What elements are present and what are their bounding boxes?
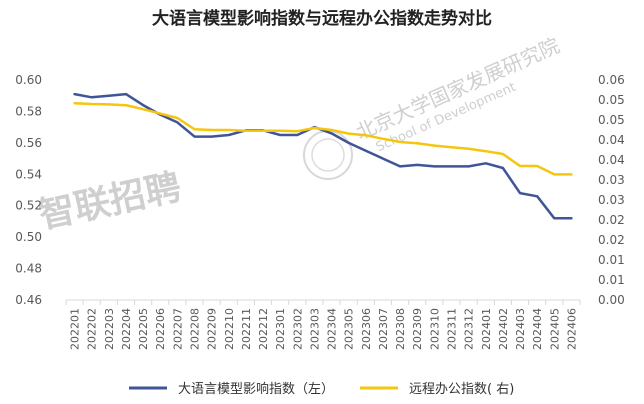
y-left-tick-label: 0.58	[15, 104, 42, 118]
x-axis: 202201 202202 202203 202204 202205 202206 2022…	[65, 299, 581, 350]
x-tick-label: 202310	[428, 308, 441, 350]
x-tick-label: 202303	[308, 308, 321, 350]
x-tick-label: 202307	[377, 308, 390, 350]
y-left-tick-label: 0.60	[15, 73, 42, 87]
x-tick-label: 202304	[326, 308, 339, 350]
x-tick-label: 202209	[206, 308, 219, 350]
x-tick-label: 202306	[360, 308, 373, 350]
watermark-pku-cn: 北京大学国家发展研究院	[352, 33, 563, 144]
x-tick-label: 202401	[480, 308, 493, 350]
x-tick-label: 202312	[463, 308, 476, 350]
y-right-tick-label: 0.04	[598, 153, 625, 167]
watermark-zhilian-text: 智联招聘	[35, 167, 184, 237]
y-right-tick-label: 0.05	[598, 113, 625, 127]
y-left-tick-label: 0.46	[15, 293, 42, 307]
x-tick-label: 202406	[565, 308, 578, 350]
y-axis-left: 0.46 0.48 0.50 0.52 0.54 0.56 0.58 0.60	[15, 73, 42, 307]
y-left-tick-label: 0.52	[15, 199, 42, 213]
y-right-tick-label: 0.03	[598, 193, 625, 207]
y-left-tick-label: 0.56	[15, 136, 42, 150]
x-tick-label: 202402	[497, 308, 510, 350]
x-tick-label: 202202	[86, 308, 99, 350]
x-tick-label: 202404	[531, 308, 544, 350]
y-left-tick-label: 0.54	[15, 167, 42, 181]
y-left-tick-label: 0.50	[15, 230, 42, 244]
x-tick-label: 202210	[223, 308, 236, 350]
x-tick-label: 202211	[240, 308, 253, 350]
x-tick-label: 202208	[189, 308, 202, 350]
x-tick-label: 202305	[343, 308, 356, 350]
x-tick-label: 202301	[274, 308, 287, 350]
x-tick-label: 202403	[514, 308, 527, 350]
x-tick-label: 202309	[411, 308, 424, 350]
legend: 大语言模型影响指数（左） 远程办公指数( 右)	[129, 381, 514, 397]
x-tick-label: 202201	[69, 308, 82, 350]
y-right-tick-label: 0.06	[598, 73, 625, 87]
x-tick-label: 202212	[257, 308, 270, 350]
x-tick-label: 202308	[394, 308, 407, 350]
x-tick-label: 202206	[154, 308, 167, 350]
x-tick-label: 202207	[171, 308, 184, 350]
watermark-zhilian: 智联招聘	[35, 167, 184, 237]
chart-title: 大语言模型影响指数与远程办公指数走势对比	[152, 9, 492, 29]
pku-seal-inner-icon	[311, 138, 345, 172]
y-right-tick-label: 0.01	[598, 253, 625, 267]
legend-label-remote-work-index: 远程办公指数( 右)	[409, 382, 514, 397]
x-tick-label: 202405	[548, 308, 561, 350]
series-lines	[73, 92, 573, 220]
y-right-tick-label: 0.05	[598, 93, 625, 107]
x-tick-label: 202204	[120, 308, 133, 350]
y-left-tick-label: 0.48	[15, 262, 42, 276]
x-tick-label: 202205	[137, 308, 150, 350]
series-line-remote-work-index	[73, 101, 573, 176]
x-tick-label: 202311	[446, 308, 459, 350]
y-axis-right: 0.00 0.01 0.01 0.02 0.02 0.03 0.03 0.04 0.04 0.05…	[598, 73, 625, 307]
x-tick-label: 202203	[103, 308, 116, 350]
pku-seal-icon	[303, 130, 353, 180]
y-right-tick-label: 0.04	[598, 133, 625, 147]
y-right-tick-label: 0.02	[598, 233, 625, 247]
x-tick-label: 202302	[291, 308, 304, 350]
y-right-tick-label: 0.01	[598, 273, 625, 287]
y-right-tick-label: 0.00	[598, 293, 625, 307]
y-right-tick-label: 0.03	[598, 173, 625, 187]
y-right-tick-label: 0.02	[598, 213, 625, 227]
watermark-pku: 北京大学国家发展研究院 School of Development	[303, 33, 563, 180]
legend-label-llm-index: 大语言模型影响指数（左）	[178, 381, 334, 397]
